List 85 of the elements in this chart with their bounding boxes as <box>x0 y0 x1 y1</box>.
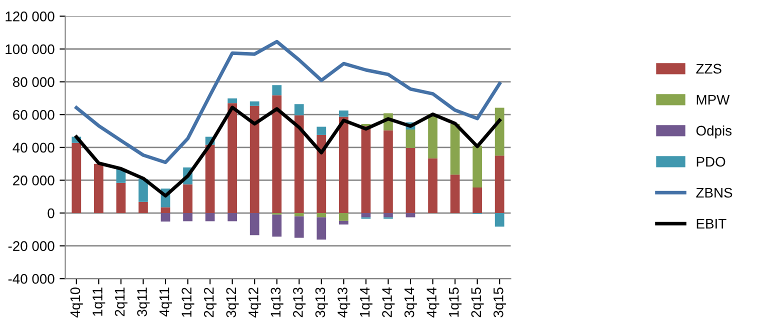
bar <box>272 214 282 237</box>
bar <box>250 213 260 236</box>
bar <box>160 213 170 222</box>
x-tick-label: 3q13 <box>315 288 328 318</box>
x-tick-label: 3q15 <box>493 288 506 318</box>
y-tick-label: -20 000 <box>8 241 54 252</box>
x-tick-label: 2q11 <box>114 288 128 316</box>
bar <box>205 144 215 214</box>
legend-label: ZBNS <box>696 188 732 198</box>
y-tick-label: 0 <box>48 208 54 218</box>
bar <box>339 213 348 221</box>
x-tick-label: 1q15 <box>449 288 462 317</box>
y-tick-label: 80 000 <box>12 77 54 87</box>
bar <box>138 178 148 202</box>
x-tick-label: 3q12 <box>226 288 239 318</box>
bar <box>494 213 504 227</box>
x-tick-label: 4q13 <box>338 288 350 318</box>
bar <box>472 187 482 214</box>
x-tick-label: 1q12 <box>182 288 194 317</box>
bar <box>428 114 438 158</box>
x-tick-label: 1q13 <box>270 288 284 317</box>
y-tick-label: 120 000 <box>6 12 54 22</box>
y-tick-label: 60 000 <box>13 110 54 120</box>
line-series <box>74 40 502 164</box>
bar <box>294 115 304 214</box>
bar <box>384 213 393 218</box>
x-tick-label: 1q14 <box>360 287 372 317</box>
bar <box>339 116 348 214</box>
bar <box>361 213 371 218</box>
bar <box>228 213 237 222</box>
bar <box>494 156 504 214</box>
bar <box>406 148 416 214</box>
x-tick-label: 4q11 <box>160 288 172 317</box>
legend-label: ZZS <box>696 64 722 74</box>
bar <box>361 126 371 214</box>
bar <box>294 216 304 238</box>
bar <box>450 124 460 175</box>
bar <box>250 101 260 106</box>
bar <box>94 164 104 214</box>
legend-label: MPW <box>696 94 730 105</box>
bar <box>116 182 126 214</box>
bar <box>294 104 304 116</box>
x-tick-label: 2q12 <box>204 288 217 318</box>
bar <box>205 213 215 222</box>
x-tick-label: 1q11 <box>92 288 106 316</box>
bar <box>316 217 326 240</box>
bar <box>250 106 260 214</box>
x-tick-label: 2q15 <box>471 288 484 318</box>
bar <box>316 213 326 218</box>
x-tick-label: 4q12 <box>248 288 262 318</box>
x-tick-label: 3q14 <box>404 287 417 318</box>
bar <box>384 130 393 214</box>
bar <box>316 126 326 135</box>
x-tick-label: 2q13 <box>293 288 306 318</box>
legend-label: Odpis <box>696 125 732 138</box>
bar <box>183 213 192 222</box>
x-tick-label: 3q11 <box>137 288 150 316</box>
bar <box>228 98 237 104</box>
bar <box>406 213 416 218</box>
bar <box>272 85 282 96</box>
bar <box>183 184 192 214</box>
bar <box>428 158 438 214</box>
bar <box>339 220 348 225</box>
bar <box>272 95 282 214</box>
bar <box>494 108 504 156</box>
legend-label: EBIT <box>696 218 726 229</box>
bar <box>472 146 482 188</box>
legend-label: PDO <box>696 156 726 167</box>
bar <box>294 213 304 216</box>
y-tick-label: -40 000 <box>8 274 54 284</box>
bar <box>406 130 416 148</box>
bar <box>228 103 237 214</box>
bar <box>316 134 326 214</box>
y-tick-label: 40 000 <box>12 142 54 153</box>
y-tick-label: 100 000 <box>6 44 54 54</box>
y-tick-label: 20 000 <box>13 176 54 186</box>
x-tick-label: 4q10 <box>70 288 83 318</box>
bar <box>72 142 82 214</box>
line-series <box>74 106 502 198</box>
bar <box>450 174 460 214</box>
x-tick-label: 4q14 <box>426 287 440 318</box>
bar <box>138 202 148 214</box>
x-tick-label: 2q14 <box>382 287 395 318</box>
bar <box>160 207 170 214</box>
bar <box>339 110 348 117</box>
